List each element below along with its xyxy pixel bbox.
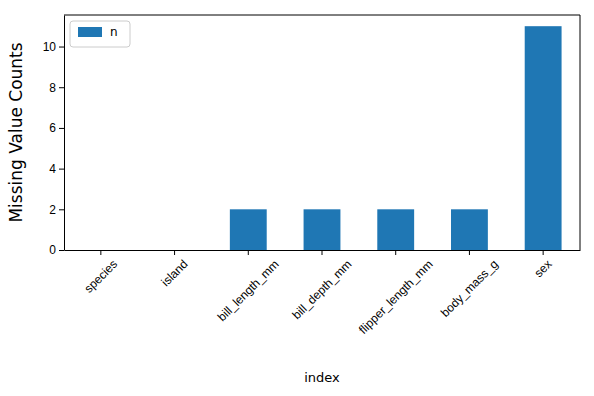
y-tick: 6 <box>49 121 64 135</box>
x-tick: species <box>82 250 121 296</box>
y-tick: 10 <box>43 40 64 54</box>
legend-swatch <box>78 27 102 37</box>
chart: 0 2 4 6 8 10 species island bill_length_mmbill_d… <box>0 0 594 396</box>
y-axis-title: Missing Value Counts <box>6 42 26 222</box>
x-tick-mark <box>174 250 175 255</box>
y-tick-mark <box>59 209 64 210</box>
y-axis-line <box>64 16 65 251</box>
x-tick-mark <box>469 250 470 255</box>
x-tick-label: body_mass_g <box>438 257 501 320</box>
plot: 0 2 4 6 8 10 species island bill_length_mmbill_d… <box>43 15 581 337</box>
bar <box>451 209 488 250</box>
y-tick-label: 2 <box>49 203 56 217</box>
x-tick-mark <box>100 250 101 255</box>
y-tick: 2 <box>49 203 64 217</box>
x-tick: flipper_length_mm <box>356 250 436 337</box>
x-tick-label: flipper_length_mm <box>356 257 436 337</box>
frame <box>64 15 580 16</box>
x-tick: island <box>159 250 191 289</box>
x-tick: bill_depth_mm <box>289 250 354 322</box>
x-tick-mark <box>322 250 323 255</box>
bar <box>230 209 267 250</box>
x-tick-mark <box>248 250 249 255</box>
x-tick: bill_length_mm <box>215 250 282 324</box>
y-tick: 8 <box>49 81 64 95</box>
x-tick-label: sex <box>532 257 555 280</box>
y-tick: 4 <box>49 162 64 176</box>
y-tick: 0 <box>49 243 64 257</box>
frame <box>580 15 581 250</box>
bar <box>82 250 119 251</box>
bar <box>156 250 193 251</box>
legend: n <box>70 21 130 47</box>
x-tick-mark <box>543 250 544 255</box>
y-tick-mark <box>59 169 64 170</box>
x-tick: body_mass_g <box>438 250 501 320</box>
x-tick-label: bill_length_mm <box>215 257 282 324</box>
y-tick-label: 4 <box>49 162 56 176</box>
x-tick: sex <box>532 250 555 280</box>
y-tick-mark <box>59 87 64 88</box>
x-axis: species island bill_length_mmbill_depth_mm… <box>65 250 581 337</box>
y-tick-label: 6 <box>49 121 56 135</box>
y-tick-label: 10 <box>43 40 57 54</box>
bar <box>525 26 562 250</box>
y-tick-mark <box>59 128 64 129</box>
y-axis: 0 2 4 6 8 10 <box>43 16 65 258</box>
bar <box>304 209 341 250</box>
x-tick-label: island <box>159 257 191 289</box>
legend-box <box>70 21 130 47</box>
bar <box>377 209 414 250</box>
bars <box>230 26 562 250</box>
x-tick-label: bill_depth_mm <box>289 257 354 322</box>
x-axis-title: index <box>304 370 340 385</box>
legend-label: n <box>110 25 118 39</box>
y-tick-mark <box>59 250 64 251</box>
x-tick-label: species <box>82 257 121 296</box>
y-tick-mark <box>59 47 64 48</box>
y-tick-label: 8 <box>49 81 56 95</box>
y-tick-label: 0 <box>49 243 56 257</box>
x-tick-mark <box>395 250 396 255</box>
